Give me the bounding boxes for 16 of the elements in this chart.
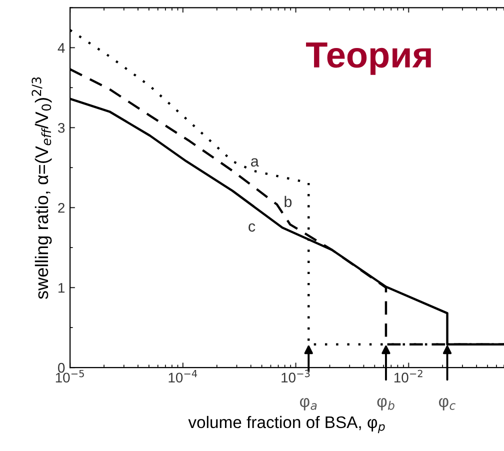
annotation: c	[248, 223, 256, 232]
y-axis-title: swelling ratio, α=(V$_{eff}$/V$_{0}$)$^{2/3}$	[32, 77, 52, 299]
annotation: b	[284, 196, 292, 208]
text: Теория	[306, 42, 431, 75]
annotation: φ$_{c}$	[438, 398, 456, 410]
y-tick-label: 1	[58, 283, 65, 293]
annotation: φ$_{a}$	[300, 398, 317, 410]
x-axis-title: volume fraction of BSA, φ$_{p}$	[188, 416, 385, 434]
y-tick-label: 3	[58, 122, 65, 133]
annotation: a	[251, 158, 259, 167]
x-tick-label: 10$^{−3}$	[282, 370, 310, 383]
x-tick-label: 10$^{−4}$	[168, 370, 198, 383]
annotation: φ$_{b}$	[377, 398, 394, 410]
y-tick-label: 2	[58, 202, 64, 213]
y-tick-label: 4	[58, 43, 65, 53]
x-tick-label: 10$^{−2}$	[394, 370, 422, 383]
